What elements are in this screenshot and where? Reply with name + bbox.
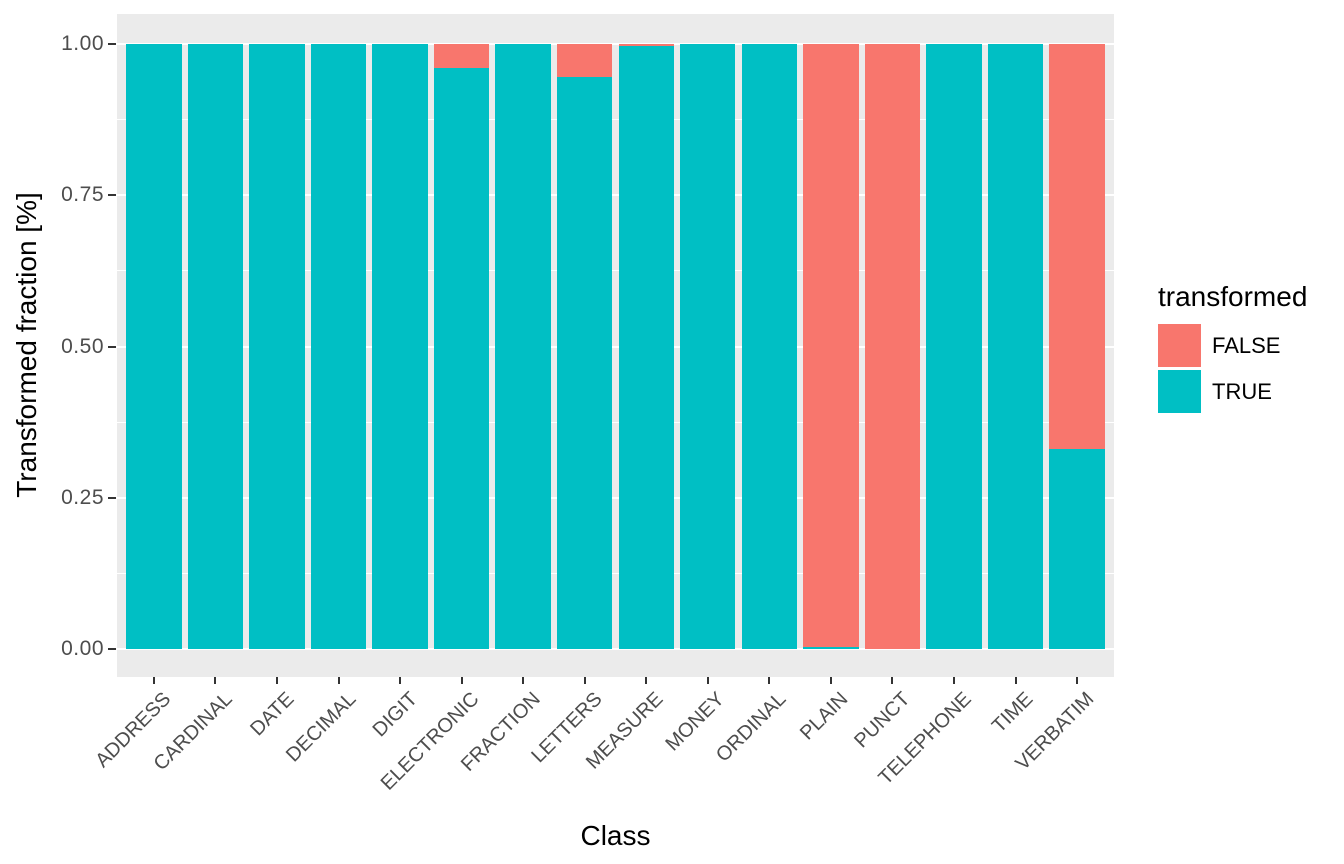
gridline-major (117, 43, 1114, 45)
y-tick-label-1.00: 1.00 (61, 32, 104, 55)
legend-entry-false: FALSE (1158, 324, 1307, 367)
x-tick-mark (706, 677, 709, 684)
bar-punct (864, 44, 921, 649)
bar-letters (557, 44, 613, 649)
bar-segment-date-true (249, 44, 305, 649)
x-tick-mark (891, 677, 894, 684)
x-tick-label-digit: DIGIT (368, 688, 422, 742)
bar-verbatim (1049, 44, 1105, 649)
bar-segment-verbatim-true (1049, 449, 1105, 649)
y-tick-label-0.00: 0.00 (61, 637, 104, 660)
x-axis-title: Class (580, 820, 651, 851)
legend-swatch-true (1158, 370, 1201, 413)
x-tick-mark (768, 677, 771, 684)
bar-cardinal (187, 44, 244, 649)
bar-segment-plain-false (803, 44, 859, 647)
bar-segment-letters-true (557, 77, 613, 649)
bar-segment-telephone-true (926, 44, 982, 649)
x-tick-mark (583, 677, 586, 684)
x-tick-mark (337, 677, 340, 684)
bar-segment-measure-false (618, 44, 674, 46)
bar-segment-address-true (126, 44, 182, 649)
y-tick-mark (108, 496, 116, 499)
bar-fraction (495, 44, 551, 649)
bar-date (249, 44, 305, 649)
gridline-minor (117, 421, 1114, 423)
bar-telephone (926, 44, 982, 649)
bar-digit (372, 44, 428, 649)
x-tick-mark (829, 677, 832, 684)
x-tick-mark (522, 677, 525, 684)
y-tick-mark (108, 345, 116, 348)
gridline-major (117, 496, 1114, 499)
bar-segment-time-true (987, 44, 1044, 649)
x-tick-mark (399, 677, 402, 684)
bar-segment-fraction-true (495, 44, 551, 649)
gridline-minor (117, 119, 1114, 121)
legend-entries: FALSE TRUE (1158, 324, 1307, 413)
legend-swatch-false (1158, 324, 1201, 367)
x-tick-mark (952, 677, 955, 684)
bar-segment-electronic-false (433, 44, 490, 69)
bar-segment-electronic-true (433, 68, 490, 649)
bar-decimal (310, 44, 367, 649)
bar-segment-decimal-true (310, 44, 367, 649)
bar-segment-measure-true (618, 45, 674, 649)
bar-segment-ordinal-true (741, 44, 798, 649)
y-tick-label-0.50: 0.50 (61, 334, 104, 358)
gridline-minor (117, 572, 1114, 574)
gridline-major (117, 194, 1114, 197)
x-tick-label-date: DATE (246, 688, 299, 741)
bar-segment-letters-false (557, 44, 613, 78)
y-tick-mark (108, 43, 116, 45)
x-tick-label-plain: PLAIN (796, 688, 853, 745)
bar-segment-punct-false (864, 44, 921, 649)
legend-entry-true: TRUE (1158, 370, 1307, 413)
plot-panel (117, 14, 1114, 677)
legend: transformed FALSE TRUE (1158, 281, 1307, 416)
x-tick-mark (152, 677, 155, 684)
x-tick-mark (214, 677, 217, 684)
bar-segment-plain-true (803, 646, 859, 649)
legend-title: transformed (1158, 281, 1308, 312)
bar-segment-digit-true (372, 44, 428, 649)
x-tick-mark (276, 677, 278, 684)
bar-money (680, 44, 736, 649)
bar-segment-verbatim-false (1049, 44, 1105, 450)
legend-label-true: TRUE (1212, 378, 1272, 404)
x-tick-mark (460, 677, 463, 684)
x-tick-mark (645, 677, 648, 684)
bar-ordinal (741, 44, 798, 649)
bar-electronic (433, 44, 490, 649)
y-tick-mark (108, 648, 116, 650)
x-tick-label-time: TIME (987, 688, 1038, 738)
bar-address (126, 44, 182, 649)
bar-plain (803, 44, 859, 649)
y-tick-label-0.25: 0.25 (61, 485, 104, 509)
bar-time (987, 44, 1044, 649)
gridline-major (117, 345, 1114, 348)
bar-measure (618, 44, 674, 649)
bar-segment-money-true (680, 44, 736, 649)
legend-label-false: FALSE (1212, 332, 1281, 358)
y-tick-mark (108, 194, 116, 197)
bar-segment-cardinal-true (187, 44, 244, 649)
gridline-minor (117, 270, 1114, 272)
x-tick-mark (1076, 677, 1079, 684)
gridline-major (117, 648, 1114, 650)
y-tick-label-0.75: 0.75 (61, 183, 104, 207)
x-tick-mark (1014, 677, 1017, 684)
